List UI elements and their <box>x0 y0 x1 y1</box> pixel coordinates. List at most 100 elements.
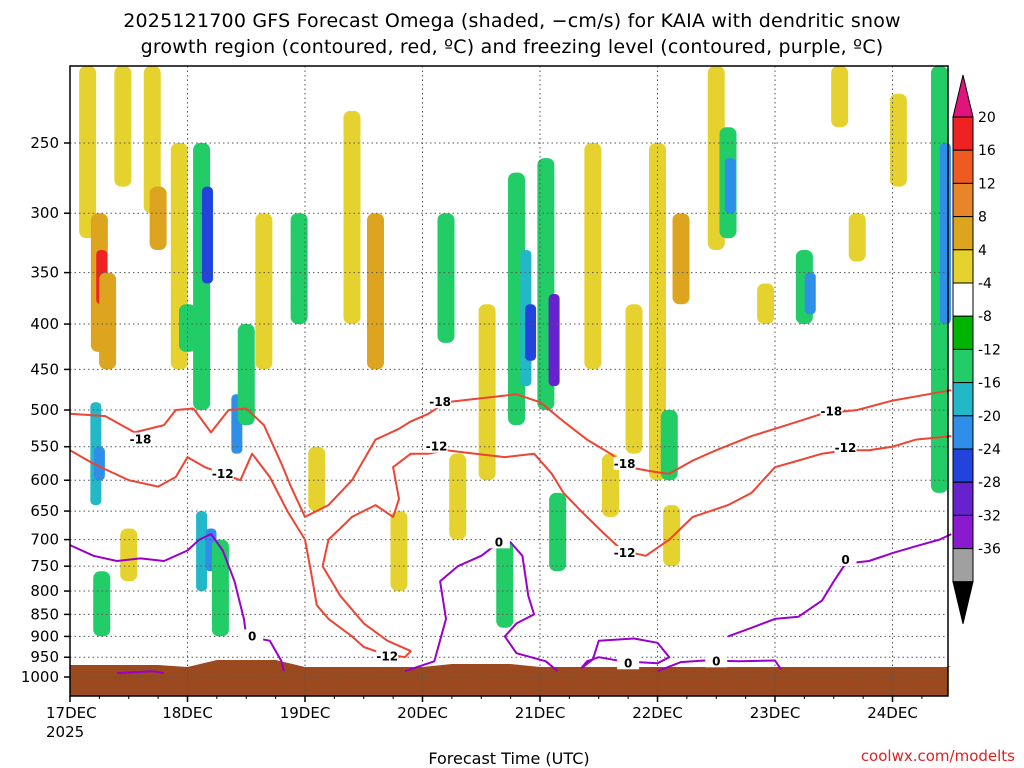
y-tick-label: 600 <box>30 471 59 489</box>
y-tick-label: 1000 <box>21 668 59 686</box>
colorbar-tick-label: -36 <box>978 542 1001 558</box>
dgz-contour <box>69 435 952 659</box>
omega-cell <box>889 93 907 187</box>
colorbar-tick-label: -16 <box>978 376 1001 392</box>
freezing-contour-label: 0 <box>495 535 503 549</box>
colorbar-bottom-arrow <box>952 581 974 624</box>
omega-cell <box>143 66 161 214</box>
omega-cell <box>584 143 602 370</box>
omega-cell <box>939 143 951 325</box>
dgz-contour-label: -12 <box>212 467 234 481</box>
omega-cell <box>237 324 255 426</box>
omega-cell <box>255 213 273 370</box>
omega-cell <box>120 528 138 582</box>
omega-cell <box>93 446 105 481</box>
freezing-contour-label-bg <box>487 535 510 549</box>
dgz-contour-label: -12 <box>835 441 857 455</box>
x-tick-label: 18DEC <box>162 704 213 722</box>
dgz-contour-label-bg <box>429 395 452 409</box>
dgz-contour-label-bg <box>820 404 843 418</box>
omega-cell <box>625 304 643 454</box>
omega-cell <box>367 213 384 370</box>
omega-shading <box>79 66 951 637</box>
colorbar: 20 16 12 8 4 -4 -8 -12 -16 -20 -24 -28 -32 -36 <box>952 74 1001 624</box>
omega-cell <box>649 143 666 481</box>
colorbar-tick-label: -20 <box>978 409 1001 425</box>
freezing-contour-label: 0 <box>248 629 256 643</box>
freezing-contour <box>404 541 559 673</box>
ground-fill <box>70 660 952 696</box>
freezing-contour-label: 0 <box>712 654 720 668</box>
freezing-contour-label: 0 <box>624 656 632 670</box>
omega-cell <box>831 66 849 128</box>
colorbar-swatch <box>952 149 974 184</box>
omega-cell <box>525 304 537 361</box>
dgz-contour-label: -18 <box>614 457 636 471</box>
y-axis: 250 300 350 400 450 500 550 600 650 700 750 800 850 9… <box>21 134 70 686</box>
omega-cell <box>672 213 690 305</box>
freezing-contour-label-bg <box>617 656 640 670</box>
x-tick-label: 20DEC <box>397 704 448 722</box>
dgz-contour-label-bg <box>425 439 448 453</box>
dgz-contour-label-bg <box>613 456 636 470</box>
omega-cell <box>201 186 213 284</box>
y-tick-label: 850 <box>30 605 59 623</box>
colorbar-swatch <box>952 315 974 350</box>
colorbar-swatch <box>952 548 974 583</box>
x-tick-label: 22DEC <box>632 704 683 722</box>
colorbar-swatch <box>952 415 974 450</box>
freezing-contour-label-bg <box>834 552 857 566</box>
omega-cell <box>93 571 111 637</box>
freezing-contour-label-bg <box>705 654 728 668</box>
colorbar-tick-label: 12 <box>978 176 996 192</box>
x-axis-title: Forecast Time (UTC) <box>428 749 589 768</box>
plot-area: -18 -18 -18 -18 -12 -12 -12 -12 -12 0 0 0 0 0 <box>69 65 952 697</box>
y-tick-label: 950 <box>30 648 59 666</box>
dgz-contour-label: -18 <box>130 433 152 447</box>
y-tick-label: 700 <box>30 531 59 549</box>
y-tick-label: 400 <box>30 315 59 333</box>
colorbar-swatch <box>952 282 974 317</box>
colorbar-swatch <box>952 481 974 516</box>
omega-cell <box>196 511 208 592</box>
chart-title-line1: 2025121700 GFS Forecast Omega (shaded, −… <box>123 10 901 32</box>
omega-cell <box>549 492 567 572</box>
plot-frame <box>69 65 949 697</box>
omega-cell <box>724 158 736 214</box>
omega-cell <box>211 539 229 637</box>
omega-cell <box>437 213 455 343</box>
y-tick-label: 650 <box>30 502 59 520</box>
omega-cell <box>496 539 514 628</box>
dgz-contour-label-bg <box>211 466 234 480</box>
omega-cell <box>79 66 97 239</box>
freezing-contour-label-bg <box>241 629 264 643</box>
omega-cell <box>804 272 816 315</box>
dgz-contour-label-bg <box>613 546 636 560</box>
x-tick-label: 24DEC <box>867 704 918 722</box>
omega-cell <box>343 110 361 325</box>
colorbar-tick-label: 16 <box>978 143 996 159</box>
freezing-contour-label: 0 <box>841 553 849 567</box>
omega-cell <box>663 505 681 567</box>
omega-cell <box>757 283 775 325</box>
x-axis: 17DEC 18DEC 19DEC 20DEC 21DEC 22DEC 23DEC 24DEC… <box>46 696 923 741</box>
dgz-contour-label-bg <box>834 441 857 455</box>
omega-cell <box>548 294 560 387</box>
dgz-contour-label: -12 <box>426 440 448 454</box>
y-tick-label: 800 <box>30 582 59 600</box>
freezing-contour <box>116 670 165 675</box>
omega-cell <box>149 186 167 250</box>
colorbar-swatch <box>952 514 974 550</box>
omega-cell <box>290 213 308 325</box>
omega-cell <box>478 304 496 481</box>
omega-cell <box>99 272 117 370</box>
dgz-contour-label: -18 <box>429 395 451 409</box>
y-tick-label: 300 <box>30 204 59 222</box>
chart-title-line2: growth region (contoured, red, ºC) and f… <box>141 36 884 58</box>
colorbar-tick-label: -24 <box>978 442 1001 458</box>
colorbar-tick-label: -4 <box>978 276 992 292</box>
contour-lines: -18 -18 -18 -18 -12 -12 -12 -12 -12 0 0 0 0 0 <box>69 389 952 675</box>
x-tick-label: 21DEC <box>515 704 566 722</box>
colorbar-tick-label: -32 <box>978 508 1001 524</box>
y-tick-label: 500 <box>30 401 59 419</box>
